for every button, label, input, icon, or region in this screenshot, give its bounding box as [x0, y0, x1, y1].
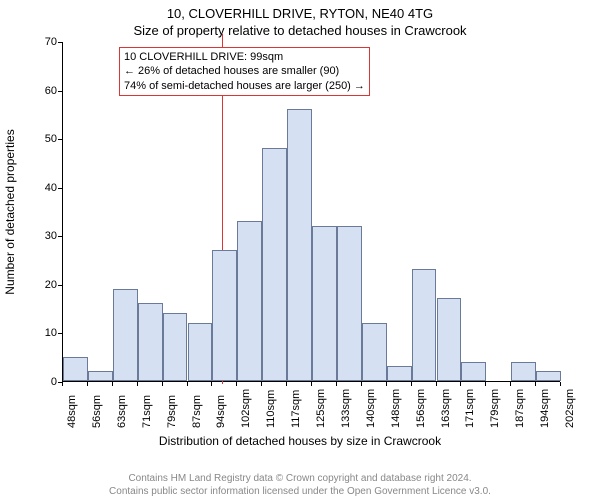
x-tick-label: 148sqm: [390, 389, 402, 428]
histogram-bar: [262, 148, 287, 381]
y-tick-label: 40: [45, 182, 57, 194]
x-tick-label: 63sqm: [116, 395, 128, 428]
histogram-bar: [437, 298, 462, 381]
x-tick-mark: [112, 382, 113, 386]
x-tick-mark: [560, 382, 561, 386]
histogram-bar: [287, 109, 312, 381]
footer-copyright-1: Contains HM Land Registry data © Crown c…: [0, 473, 600, 484]
y-tick-mark: [58, 333, 62, 334]
x-tick-mark: [261, 382, 262, 386]
histogram-bar: [63, 357, 88, 381]
y-tick-mark: [58, 188, 62, 189]
x-tick-mark: [87, 382, 88, 386]
histogram-bar: [461, 362, 486, 381]
callout-line-1: 10 CLOVERHILL DRIVE: 99sqm: [124, 50, 365, 64]
histogram-plot: 10 CLOVERHILL DRIVE: 99sqm ← 26% of deta…: [62, 42, 560, 382]
x-tick-label: 140sqm: [365, 389, 377, 428]
callout-line-2: ← 26% of detached houses are smaller (90…: [124, 64, 365, 78]
y-tick-label: 70: [45, 36, 57, 48]
x-tick-label: 171sqm: [464, 389, 476, 428]
page-title-address: 10, CLOVERHILL DRIVE, RYTON, NE40 4TG: [0, 0, 600, 21]
histogram-bar: [237, 221, 262, 381]
x-tick-label: 163sqm: [440, 389, 452, 428]
x-tick-mark: [162, 382, 163, 386]
y-tick-label: 10: [45, 327, 57, 339]
x-tick-label: 102sqm: [240, 389, 252, 428]
x-tick-mark: [436, 382, 437, 386]
y-axis-label: Number of detached properties: [3, 129, 17, 294]
x-tick-mark: [510, 382, 511, 386]
x-tick-mark: [137, 382, 138, 386]
chart-container: Number of detached properties 10 CLOVERH…: [0, 42, 600, 460]
x-tick-label: 179sqm: [489, 389, 501, 428]
y-tick-label: 60: [45, 85, 57, 97]
callout-line-3: 74% of semi-detached houses are larger (…: [124, 79, 365, 93]
x-tick-label: 56sqm: [91, 395, 103, 428]
y-tick-mark: [58, 139, 62, 140]
x-tick-label: 125sqm: [315, 389, 327, 428]
histogram-bar: [188, 323, 213, 381]
x-tick-mark: [236, 382, 237, 386]
y-tick-label: 20: [45, 279, 57, 291]
x-tick-mark: [62, 382, 63, 386]
histogram-bar: [312, 226, 337, 381]
x-tick-label: 110sqm: [265, 390, 277, 428]
x-tick-mark: [485, 382, 486, 386]
histogram-bar: [138, 303, 163, 381]
histogram-bar: [362, 323, 387, 381]
x-tick-label: 117sqm: [290, 390, 302, 428]
histogram-bar: [387, 366, 412, 381]
x-tick-label: 156sqm: [415, 389, 427, 428]
histogram-bar: [412, 269, 437, 381]
x-tick-label: 202sqm: [564, 389, 576, 428]
x-tick-mark: [187, 382, 188, 386]
x-axis-label: Distribution of detached houses by size …: [0, 434, 600, 448]
x-tick-mark: [460, 382, 461, 386]
x-tick-mark: [411, 382, 412, 386]
y-tick-mark: [58, 285, 62, 286]
x-tick-mark: [336, 382, 337, 386]
histogram-bar: [88, 371, 113, 381]
x-tick-label: 79sqm: [166, 395, 178, 428]
footer-copyright-2: Contains public sector information licen…: [0, 486, 600, 497]
x-tick-label: 187sqm: [514, 389, 526, 428]
x-tick-label: 71sqm: [141, 395, 153, 428]
x-tick-mark: [311, 382, 312, 386]
x-tick-mark: [535, 382, 536, 386]
x-tick-label: 194sqm: [539, 389, 551, 428]
histogram-bar: [511, 362, 536, 381]
y-tick-label: 50: [45, 133, 57, 145]
x-tick-mark: [286, 382, 287, 386]
histogram-bar: [536, 371, 561, 381]
histogram-bar: [337, 226, 362, 381]
y-tick-mark: [58, 42, 62, 43]
x-tick-mark: [361, 382, 362, 386]
x-tick-label: 48sqm: [66, 395, 78, 428]
histogram-bar: [163, 313, 188, 381]
page-subtitle: Size of property relative to detached ho…: [0, 21, 600, 38]
x-tick-mark: [211, 382, 212, 386]
y-tick-label: 0: [51, 376, 57, 388]
y-tick-label: 30: [45, 230, 57, 242]
x-tick-mark: [386, 382, 387, 386]
y-tick-mark: [58, 236, 62, 237]
histogram-bar: [212, 250, 237, 381]
histogram-bar: [113, 289, 138, 381]
y-tick-mark: [58, 91, 62, 92]
callout-box: 10 CLOVERHILL DRIVE: 99sqm ← 26% of deta…: [119, 47, 370, 96]
x-tick-label: 133sqm: [340, 389, 352, 428]
x-tick-label: 94sqm: [215, 395, 227, 428]
x-tick-label: 87sqm: [191, 395, 203, 428]
